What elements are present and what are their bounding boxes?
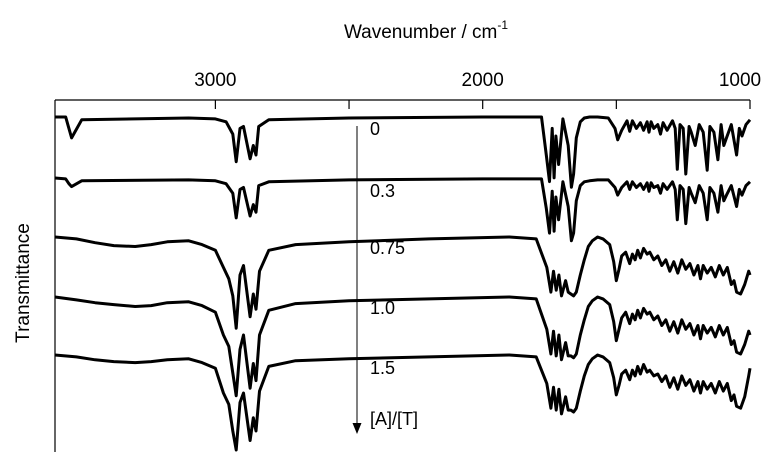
series-label: 1.5 <box>370 358 395 378</box>
series-label: 0.3 <box>370 181 395 201</box>
arrow-label: [A]/[T] <box>370 409 418 429</box>
x-axis-ticks: 3000 2000 1000 <box>194 70 761 109</box>
series-group <box>54 115 752 452</box>
concentration-arrow-head <box>352 423 362 434</box>
x-axis-label-superscript: -1 <box>497 18 508 32</box>
x-tick-label: 1000 <box>719 70 761 91</box>
y-axis-label: Transmittance <box>13 223 34 343</box>
x-tick-label: 2000 <box>462 70 504 91</box>
series-label: 0 <box>370 119 380 139</box>
series-line-0-3 <box>54 176 752 243</box>
x-axis-label-text: Wavenumber / cm <box>344 22 497 43</box>
series-label: 0.75 <box>370 238 405 258</box>
series-line-0-75 <box>54 235 752 330</box>
x-tick-label: 3000 <box>194 70 236 91</box>
series-line-1-5 <box>54 353 752 452</box>
series-line-1-0 <box>54 295 752 398</box>
x-axis-label: Wavenumber / cm-1 <box>344 18 508 43</box>
series-label: 1.0 <box>370 298 395 318</box>
series-line-0 <box>55 115 752 189</box>
